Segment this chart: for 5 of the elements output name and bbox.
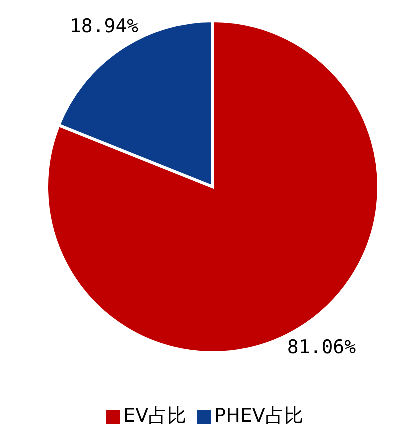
data-label: 81.06% — [287, 336, 357, 359]
legend-label: PHEV占比 — [214, 405, 304, 427]
data-label: 18.94% — [70, 15, 140, 38]
pie-slice — [46, 20, 380, 354]
legend-label: EV占比 — [124, 405, 187, 427]
